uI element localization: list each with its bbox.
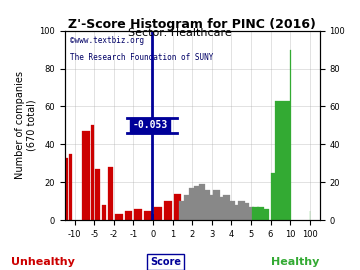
Text: ©www.textbiz.org: ©www.textbiz.org — [70, 36, 144, 45]
Bar — [203, 190, 210, 220]
Bar — [179, 201, 186, 220]
Bar — [108, 167, 113, 220]
Bar — [102, 205, 106, 220]
Text: -0.053: -0.053 — [132, 120, 168, 130]
Bar — [152, 214, 154, 220]
Y-axis label: Number of companies
(670 total): Number of companies (670 total) — [15, 71, 37, 179]
Bar — [69, 154, 72, 220]
Bar — [248, 207, 255, 220]
Bar — [134, 209, 142, 220]
Text: The Research Foundation of SUNY: The Research Foundation of SUNY — [70, 53, 213, 62]
Bar — [233, 205, 240, 220]
Bar — [238, 201, 244, 220]
Bar — [252, 207, 259, 220]
Bar — [95, 169, 100, 220]
Bar — [223, 195, 230, 220]
Bar — [144, 211, 152, 220]
Bar — [275, 101, 290, 220]
Bar — [262, 209, 269, 220]
Text: Unhealthy: Unhealthy — [11, 257, 75, 267]
Bar — [91, 125, 94, 220]
Bar — [164, 201, 172, 220]
Bar — [82, 131, 90, 220]
Bar — [125, 211, 132, 220]
Bar — [174, 194, 181, 220]
Bar — [228, 201, 235, 220]
Title: Z'-Score Histogram for PINC (2016): Z'-Score Histogram for PINC (2016) — [68, 18, 316, 31]
Bar — [194, 186, 201, 220]
Bar — [199, 184, 206, 220]
Bar — [66, 158, 68, 220]
Bar — [208, 195, 215, 220]
Bar — [184, 195, 191, 220]
Bar — [243, 203, 249, 220]
Bar — [218, 197, 225, 220]
Bar — [189, 188, 195, 220]
Text: Healthy: Healthy — [271, 257, 319, 267]
Bar — [257, 207, 264, 220]
Bar — [115, 214, 123, 220]
Bar — [213, 190, 220, 220]
Bar — [154, 207, 162, 220]
Text: Sector: Healthcare: Sector: Healthcare — [128, 28, 232, 38]
Bar — [271, 173, 275, 220]
Bar — [289, 50, 291, 220]
Text: Score: Score — [150, 257, 181, 267]
